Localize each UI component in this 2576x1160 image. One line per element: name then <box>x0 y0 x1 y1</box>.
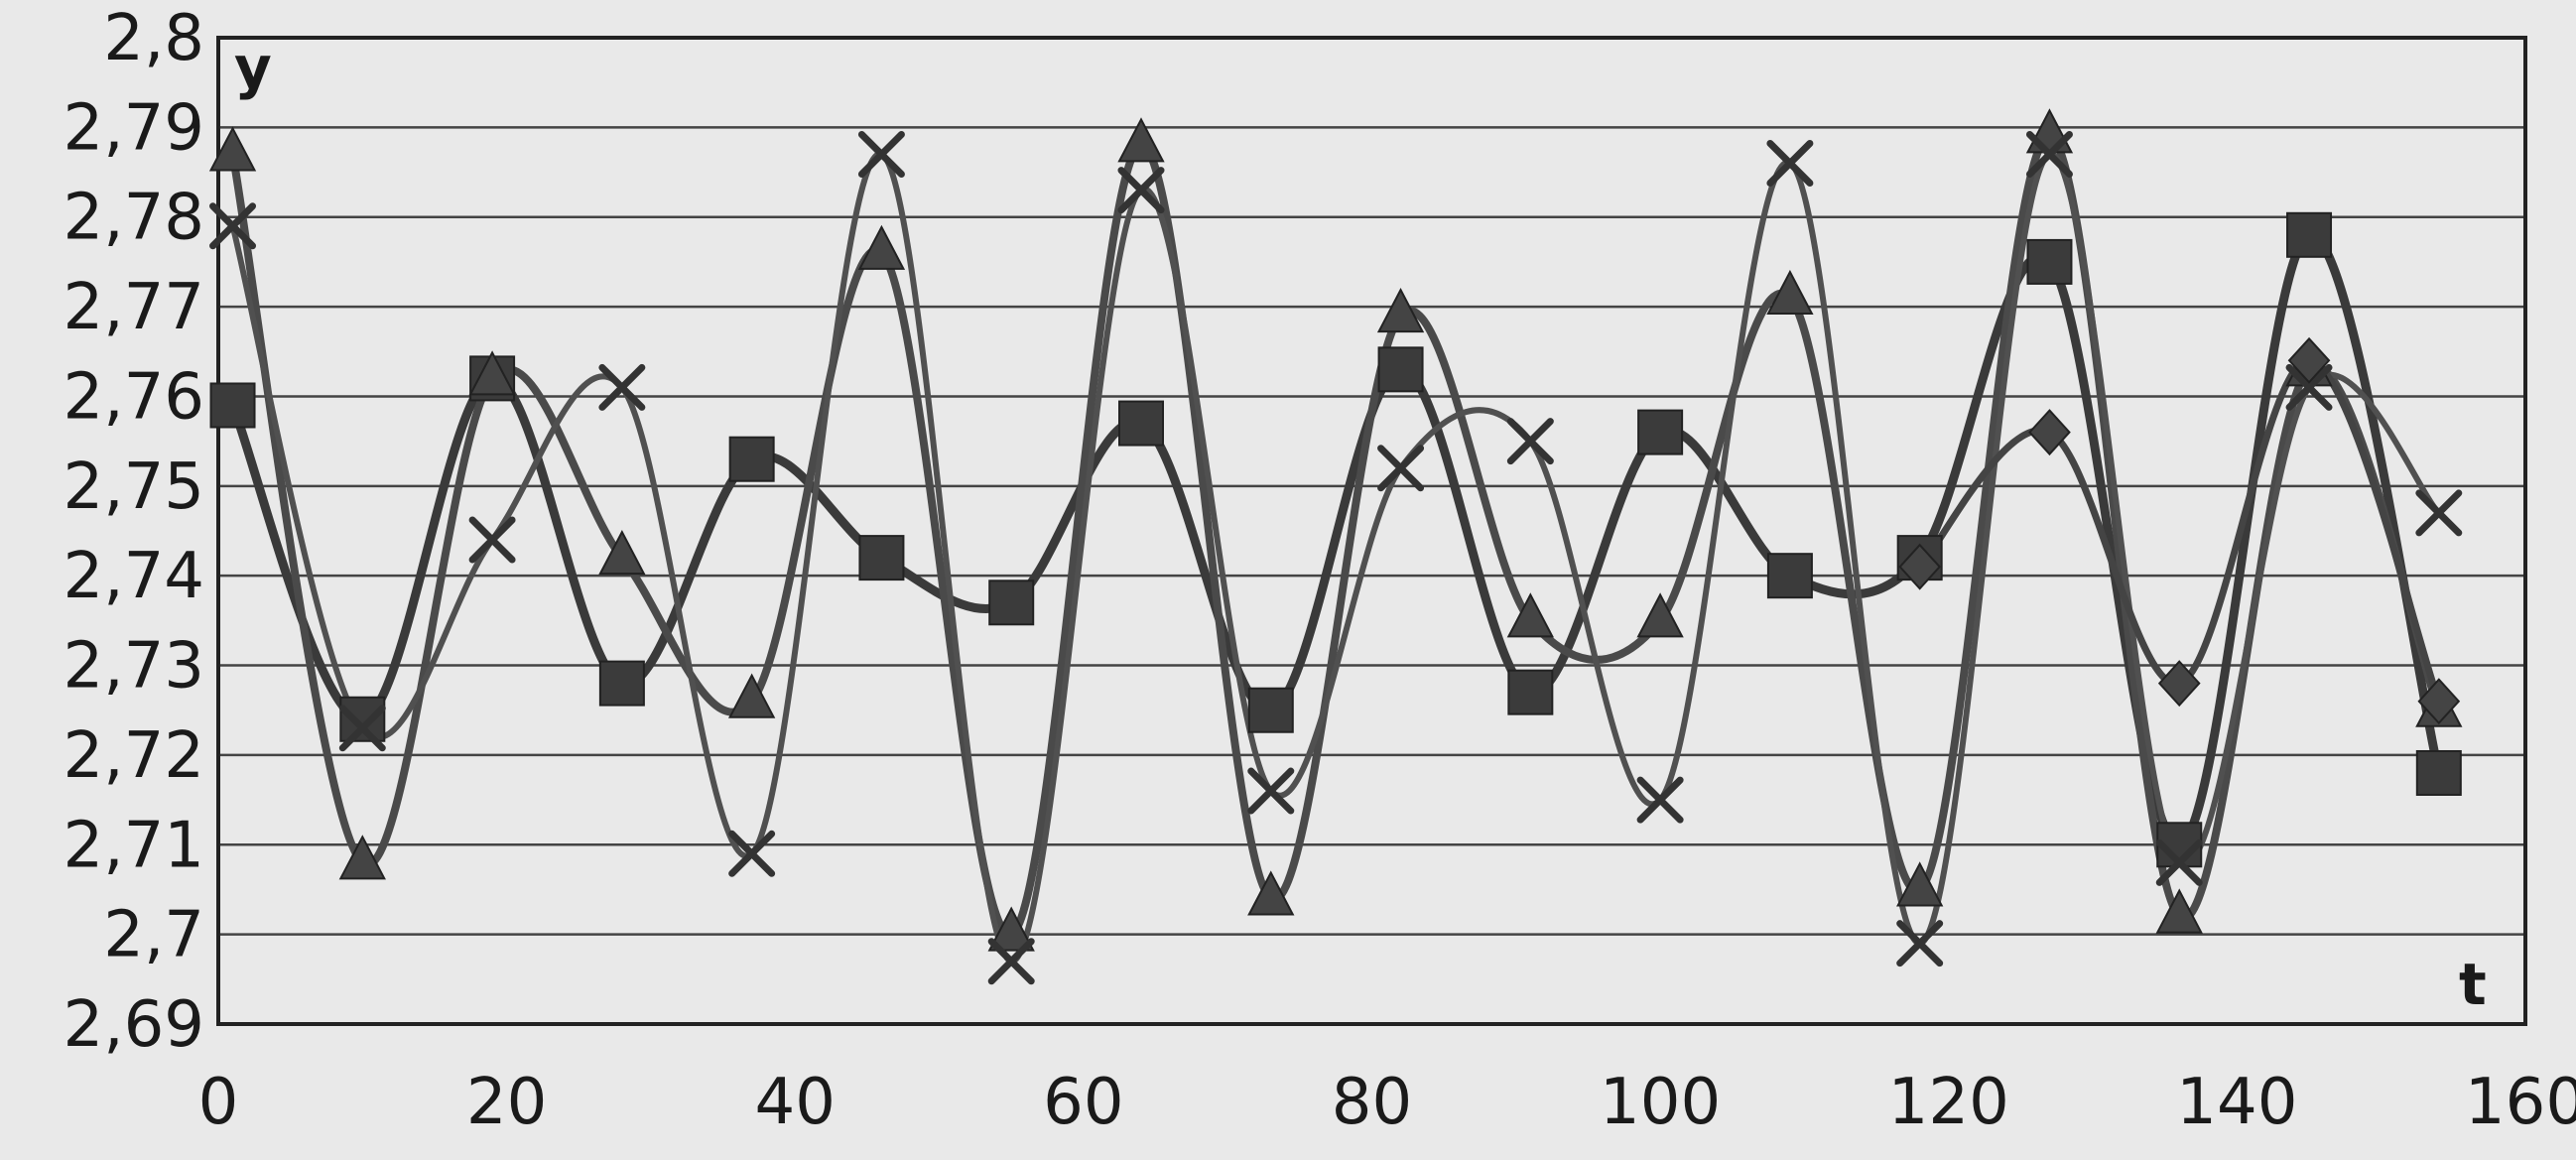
data-point-x <box>1117 167 1165 214</box>
data-point-triangle <box>2155 888 2203 934</box>
data-point-square <box>1766 553 1813 599</box>
data-point-square <box>339 696 386 742</box>
data-point-square <box>1377 346 1424 393</box>
data-point-triangle <box>1247 870 1295 916</box>
y-tick-label: 2,74 <box>64 540 205 613</box>
y-tick-label: 2,8 <box>103 2 204 75</box>
data-point-x <box>598 363 646 411</box>
y-tick-label: 2,79 <box>64 91 205 165</box>
x-tick-label: 100 <box>1600 1066 1721 1139</box>
y-tick-label: 2,78 <box>64 182 205 255</box>
data-point-square <box>988 580 1035 626</box>
y-tick-label: 2,69 <box>64 988 205 1062</box>
data-point-triangle <box>598 529 646 576</box>
data-point-x <box>338 705 386 752</box>
x-axis-label: t <box>2459 951 2487 1018</box>
data-point-diamond <box>2287 336 2331 384</box>
data-point-x <box>1766 140 1814 188</box>
data-point-triangle <box>987 906 1035 952</box>
y-tick-label: 2,76 <box>64 360 205 434</box>
x-tick-label: 60 <box>1043 1066 1123 1139</box>
x-tick-label: 140 <box>2176 1066 2297 1139</box>
data-point-x <box>1377 445 1425 492</box>
plot-area-frame <box>216 36 2527 1026</box>
y-axis-label: y <box>234 34 272 101</box>
data-point-x <box>1506 418 1554 465</box>
data-point-x <box>1636 776 1684 824</box>
data-point-square <box>1637 409 1684 455</box>
data-point-square <box>728 436 775 482</box>
data-point-triangle <box>728 673 776 718</box>
data-point-x <box>468 516 516 564</box>
data-point-x <box>1247 767 1295 815</box>
data-point-triangle <box>1506 592 1554 638</box>
data-point-diamond <box>2417 678 2461 725</box>
data-point-square <box>1247 687 1294 733</box>
series-markers <box>208 108 2463 985</box>
data-point-x <box>209 202 257 250</box>
data-point-triangle <box>1896 861 1944 907</box>
x-tick-label: 80 <box>1332 1066 1412 1139</box>
x-axis-ticks: 0 20 40 60 80 100 120 140 160 <box>198 1066 2576 1139</box>
data-point-x <box>2415 489 2463 537</box>
data-point-diamond <box>1898 543 1942 590</box>
data-point-triangle <box>1117 117 1165 163</box>
data-point-diamond <box>2028 409 2071 456</box>
data-point-x <box>1896 920 1944 967</box>
data-point-x <box>2155 838 2203 886</box>
data-point-square <box>1507 669 1554 715</box>
y-tick-label: 2,75 <box>64 451 205 524</box>
y-tick-label: 2,77 <box>64 271 205 344</box>
y-tick-label: 2,71 <box>64 809 205 882</box>
series-line-diamond <box>1917 356 2443 703</box>
data-point-square <box>2026 238 2073 285</box>
data-point-triangle <box>338 835 386 880</box>
y-tick-label: 2,72 <box>64 719 205 793</box>
x-tick-label: 20 <box>466 1066 547 1139</box>
data-point-square <box>2415 749 2462 796</box>
data-point-square <box>209 382 256 429</box>
data-point-x <box>2285 363 2333 411</box>
data-point-diamond <box>2157 660 2201 708</box>
x-tick-label: 40 <box>755 1066 836 1139</box>
data-point-triangle <box>1376 287 1425 333</box>
data-point-x <box>987 938 1035 985</box>
x-tick-label: 0 <box>198 1066 239 1139</box>
data-point-square <box>598 660 645 707</box>
x-tick-label: 120 <box>1888 1066 2009 1139</box>
y-axis-ticks: 2,69 2,7 2,71 2,72 2,73 2,74 2,75 2,76 2,77 2,78 2… <box>64 2 205 1062</box>
data-point-x <box>2025 130 2073 178</box>
data-point-square <box>858 535 905 581</box>
data-point-triangle <box>468 350 516 396</box>
data-point-square <box>2286 211 2333 258</box>
data-point-x <box>728 830 776 877</box>
data-point-triangle <box>857 224 906 270</box>
data-point-triangle <box>1766 269 1814 316</box>
data-point-triangle <box>208 126 257 172</box>
data-point-square <box>1118 400 1164 447</box>
y-tick-label: 2,7 <box>103 899 204 972</box>
data-point-x <box>857 130 905 178</box>
y-tick-label: 2,73 <box>64 630 205 704</box>
x-tick-label: 160 <box>2465 1066 2576 1139</box>
data-point-triangle <box>1636 592 1684 638</box>
